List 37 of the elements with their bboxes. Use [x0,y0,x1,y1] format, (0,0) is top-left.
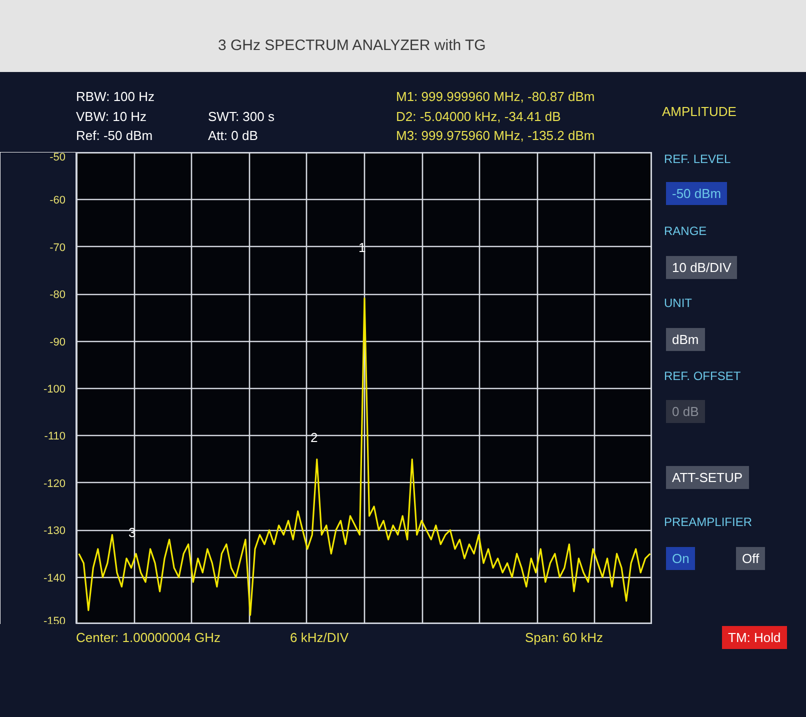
line-series [78,298,651,616]
text: REF. OFFSET [664,369,741,383]
text: Off [736,547,766,570]
text: M3: 999.975960 MHz, -135.2 dBm [396,128,595,143]
text: 0 dB [666,400,705,423]
y-tick-label: -70 [50,242,66,254]
y-tick-label: -120 [43,478,66,490]
text: RANGE [664,224,707,238]
y-tick-label: -130 [43,525,66,538]
text: -50 dBm [666,182,728,205]
text: ATT-SETUP [666,466,749,489]
text: RBW: 100 Hz [76,89,155,104]
text: REF. LEVEL [664,152,731,166]
text: Span: 60 kHz [525,630,604,645]
y-tick-label: -80 [50,289,66,302]
text: Ref: -50 dBm [76,128,153,143]
text: dBm [666,328,705,351]
text: 3 GHz SPECTRUM ANALYZER with TG [218,37,486,54]
y-tick-label: -90 [50,336,66,348]
text: 10 dB/DIV [666,256,738,279]
y-tick-label: -60 [50,194,66,207]
y-tick-label: -50 [50,152,66,164]
y-tick-label: -100 [43,384,66,396]
y-tick-label: -110 [44,430,66,443]
text: VBW: 10 Hz [76,109,147,124]
text: SWT: 300 s [208,109,274,124]
y-tick-label: -140 [43,572,66,584]
text: AMPLITUDE [662,104,736,119]
text: Att: 0 dB [208,128,258,143]
text: Center: 1.00000004 GHz [76,630,221,645]
text: TM: Hold [722,626,787,649]
text: PREAMPLIFIER [664,515,752,529]
text: 6 kHz/DIV [290,630,349,645]
text: D2: -5.04000 kHz, -34.41 dB [396,109,561,124]
text: On [666,547,696,570]
text: M1: 999.999960 MHz, -80.87 dBm [396,89,595,104]
text: UNIT [664,296,692,310]
